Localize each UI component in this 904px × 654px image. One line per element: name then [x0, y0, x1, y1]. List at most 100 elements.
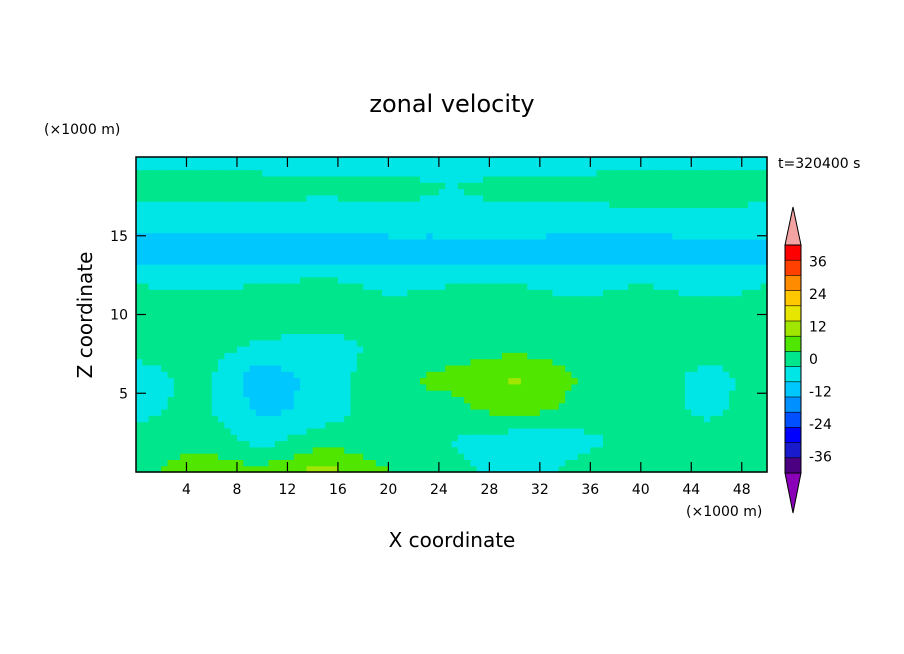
heatmap-cell [426, 226, 434, 234]
heatmap-cell [710, 276, 718, 284]
heatmap-cell [344, 257, 352, 265]
heatmap-cell [697, 409, 705, 416]
heatmap-cell [546, 327, 554, 334]
heatmap-cell [760, 352, 768, 360]
heatmap-cell [262, 364, 270, 372]
heatmap-cell [382, 276, 389, 284]
heatmap-cell [735, 213, 743, 221]
heatmap-cell [729, 327, 737, 334]
heatmap-cell [722, 213, 730, 221]
heatmap-cell [754, 346, 762, 353]
heatmap-cell [451, 358, 459, 366]
heatmap-cell [243, 421, 251, 429]
heatmap-cell [590, 364, 598, 372]
heatmap-cell [136, 289, 143, 297]
heatmap-cell [306, 327, 314, 334]
heatmap-cell [609, 409, 617, 416]
heatmap-cell [571, 276, 579, 284]
heatmap-cell [634, 320, 642, 328]
heatmap-cell [527, 201, 535, 208]
heatmap-cell [501, 264, 509, 271]
heatmap-cell [647, 427, 655, 435]
heatmap-cell [741, 377, 749, 385]
heatmap-cell [483, 314, 490, 322]
heatmap-cell [584, 434, 591, 442]
heatmap-cell [388, 352, 396, 360]
heatmap-cell [678, 314, 686, 322]
heatmap-cell [274, 421, 282, 429]
heatmap-cell [520, 352, 528, 360]
heatmap-cell [602, 358, 610, 366]
heatmap-cell [710, 402, 718, 410]
heatmap-cell [287, 446, 295, 454]
heatmap-cell [255, 377, 263, 385]
heatmap-cell [382, 264, 389, 271]
heatmap-cell [628, 371, 636, 379]
heatmap-cell [337, 264, 345, 271]
heatmap-cell [584, 327, 591, 334]
heatmap-cell [394, 194, 402, 202]
heatmap-cell [432, 415, 440, 423]
heatmap-cell [167, 245, 175, 253]
heatmap-cell [684, 371, 692, 379]
heatmap-cell [344, 301, 352, 309]
heatmap-cell [186, 226, 194, 234]
heatmap-cell [394, 327, 402, 334]
heatmap-cell [596, 276, 604, 284]
heatmap-cell [628, 257, 636, 265]
heatmap-cell [306, 346, 314, 353]
heatmap-cell [684, 182, 692, 190]
heatmap-cell [539, 169, 547, 177]
heatmap-cell [577, 257, 585, 265]
heatmap-cell [287, 213, 295, 221]
heatmap-cell [413, 320, 421, 328]
heatmap-cell [224, 295, 232, 303]
heatmap-cell [300, 346, 307, 353]
heatmap-cell [148, 446, 156, 454]
heatmap-cell [205, 440, 213, 448]
heatmap-cell [508, 421, 516, 429]
heatmap-cell [293, 175, 301, 183]
heatmap-cell [312, 459, 320, 467]
heatmap-cell [167, 364, 175, 372]
heatmap-cell [306, 434, 314, 442]
heatmap-cell [401, 207, 408, 215]
heatmap-cell [697, 276, 705, 284]
heatmap-cell [375, 434, 383, 442]
heatmap-cell [325, 251, 333, 259]
heatmap-cell [558, 270, 566, 278]
heatmap-cell [205, 245, 213, 253]
heatmap-cell [432, 251, 440, 259]
heatmap-cell [306, 201, 314, 208]
heatmap-cell [268, 213, 276, 221]
heatmap-cell [394, 169, 402, 177]
heatmap-cell [748, 333, 755, 341]
heatmap-cell [451, 364, 459, 372]
heatmap-cell [211, 358, 219, 366]
heatmap-cell [199, 409, 207, 416]
heatmap-cell [539, 175, 547, 183]
heatmap-cell [464, 226, 472, 234]
heatmap-cell [697, 446, 705, 454]
heatmap-cell [684, 283, 692, 290]
heatmap-cell [331, 377, 339, 385]
heatmap-cell [615, 238, 623, 246]
heatmap-cell [262, 396, 270, 404]
heatmap-cell [666, 238, 673, 246]
heatmap-cell [609, 421, 617, 429]
heatmap-cell [356, 220, 364, 227]
heatmap-cell [375, 446, 383, 454]
heatmap-cell [401, 390, 408, 397]
heatmap-cell [678, 188, 686, 196]
heatmap-cell [703, 245, 711, 253]
heatmap-cell [501, 320, 509, 328]
heatmap-cell [659, 390, 667, 397]
heatmap-cell [426, 276, 434, 284]
heatmap-cell [577, 308, 585, 316]
heatmap-cell [697, 402, 705, 410]
heatmap-cell [300, 163, 307, 171]
heatmap-cell [199, 207, 207, 215]
heatmap-cell [224, 257, 232, 265]
heatmap-cell [457, 213, 465, 221]
heatmap-cell [754, 264, 762, 271]
